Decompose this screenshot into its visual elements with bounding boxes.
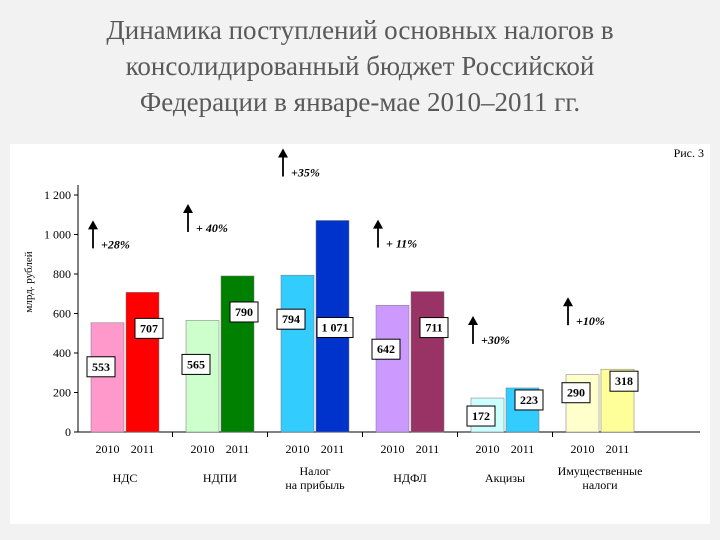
y-tick-label: 1 000 <box>44 228 71 242</box>
slide-title: Динамика поступлений основных налогов в … <box>20 12 700 120</box>
y-tick-label: 400 <box>53 346 71 360</box>
year-label: 2011 <box>321 442 345 456</box>
data-label-box <box>609 370 639 392</box>
data-label: 553 <box>92 360 110 374</box>
data-label: 172 <box>472 409 490 423</box>
year-label: 2010 <box>286 442 310 456</box>
growth-percent-label: + 11% <box>386 237 417 251</box>
data-label: 290 <box>567 386 585 400</box>
y-tick-label: 800 <box>53 267 71 281</box>
bar <box>220 275 255 433</box>
data-label-box <box>466 405 496 427</box>
bar <box>280 274 315 433</box>
growth-percent-label: + 40% <box>196 221 228 235</box>
data-label-box <box>514 389 544 411</box>
category-label: НДПИ <box>203 471 238 485</box>
year-label: 2010 <box>381 442 405 456</box>
slide-title-line: консолидированный бюджет Российской <box>125 51 595 81</box>
growth-arrow-head <box>183 203 193 213</box>
slide-title-line: Динамика поступлений основных налогов в <box>106 15 614 45</box>
year-label: 2011 <box>131 442 155 456</box>
bar <box>375 304 410 433</box>
data-label: 318 <box>615 374 633 388</box>
bar <box>125 292 160 433</box>
growth-arrow-head <box>373 219 383 229</box>
year-label: 2011 <box>416 442 440 456</box>
growth-percent-label: +28% <box>101 237 130 251</box>
data-label: 1 071 <box>322 320 349 334</box>
y-tick-label: 0 <box>65 425 71 439</box>
category-label: НДФЛ <box>393 471 427 485</box>
data-label-box <box>86 356 116 378</box>
growth-percent-label: +10% <box>576 314 605 328</box>
data-label: 794 <box>282 312 300 326</box>
category-label: Налог <box>299 464 330 478</box>
growth-percent-label: +35% <box>291 165 320 179</box>
growth-arrow-head <box>88 220 98 230</box>
growth-percent-label: +30% <box>481 333 510 347</box>
data-label: 642 <box>377 342 395 356</box>
figure-label: Рис. 3 <box>673 146 704 160</box>
year-label: 2010 <box>96 442 120 456</box>
bar <box>410 291 445 433</box>
data-label-box <box>276 308 306 330</box>
y-tick-label: 600 <box>53 307 71 321</box>
data-label-box <box>561 382 591 404</box>
category-label: налоги <box>582 478 618 492</box>
data-label-box <box>181 353 211 375</box>
category-label: Акцизы <box>485 471 525 485</box>
slide-title-line: Федерации в январе-мае 2010–2011 гг. <box>139 87 581 117</box>
data-label-box <box>316 316 354 338</box>
bar <box>185 320 220 433</box>
growth-arrow-head <box>278 148 288 158</box>
growth-arrow-head <box>468 315 478 325</box>
data-label: 707 <box>140 321 158 335</box>
category-label: на прибыль <box>285 478 345 492</box>
y-tick-label: 200 <box>53 386 71 400</box>
data-label-box <box>371 338 401 360</box>
year-label: 2010 <box>571 442 595 456</box>
data-label-box <box>134 317 164 339</box>
category-label: Имущественные <box>558 464 643 478</box>
year-label: 2010 <box>476 442 500 456</box>
data-label: 223 <box>520 393 538 407</box>
year-label: 2011 <box>511 442 535 456</box>
year-label: 2011 <box>226 442 250 456</box>
year-label: 2011 <box>606 442 630 456</box>
data-label: 565 <box>187 357 205 371</box>
category-label: НДС <box>113 471 138 485</box>
bar <box>90 322 125 433</box>
growth-arrow-head <box>563 297 573 307</box>
data-label-box <box>419 317 449 339</box>
tax-revenue-chart: 0 200 400 600 800 1 000 1 200 млрд. рублей 553 70… <box>23 148 700 492</box>
data-label-box <box>229 301 259 323</box>
y-axis-title: млрд. рублей <box>23 251 35 312</box>
data-label: 711 <box>425 321 442 335</box>
data-label: 790 <box>235 305 253 319</box>
year-label: 2010 <box>191 442 215 456</box>
y-tick-label: 1 200 <box>44 188 71 202</box>
chart-panel: Рис. 3 0 200 400 600 800 1 000 1 200 млрд. рубл… <box>10 144 710 524</box>
